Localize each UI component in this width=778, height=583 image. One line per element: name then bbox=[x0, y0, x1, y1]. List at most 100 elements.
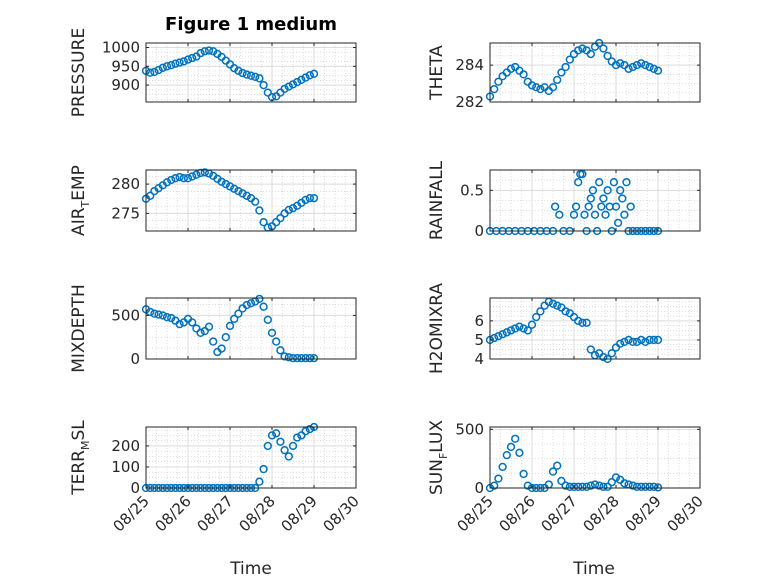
data-point bbox=[234, 309, 243, 318]
data-point bbox=[628, 337, 637, 346]
data-point bbox=[288, 80, 298, 89]
data-point bbox=[611, 60, 621, 70]
data-point bbox=[523, 481, 532, 490]
y-axis-label: PRESSURE bbox=[69, 28, 89, 117]
subplot-4: 0 500 MIXDEPTH bbox=[69, 284, 357, 373]
data-point bbox=[506, 326, 516, 335]
data-point bbox=[225, 321, 235, 331]
data-point bbox=[162, 178, 172, 187]
data-point bbox=[175, 172, 184, 182]
data-point bbox=[192, 170, 201, 179]
data-point bbox=[267, 431, 277, 440]
data-point bbox=[561, 62, 570, 72]
data-point bbox=[301, 427, 310, 436]
subplot-3: 0 0.5 RAINFALL bbox=[427, 160, 701, 240]
data-point bbox=[293, 77, 302, 87]
data-point bbox=[502, 451, 511, 460]
axes-box bbox=[489, 297, 701, 360]
data-point bbox=[641, 482, 650, 491]
data-point bbox=[561, 481, 570, 490]
data-point bbox=[550, 202, 560, 211]
data-point bbox=[553, 461, 562, 470]
data-point bbox=[527, 81, 537, 90]
data-point bbox=[616, 59, 625, 68]
data-point bbox=[167, 175, 176, 185]
data-point bbox=[242, 300, 251, 310]
data-point bbox=[150, 67, 159, 77]
data-point bbox=[288, 203, 298, 213]
data-point bbox=[490, 481, 499, 490]
data-point bbox=[599, 194, 608, 203]
data-point bbox=[586, 481, 595, 490]
data-point bbox=[498, 330, 507, 339]
data-point bbox=[221, 179, 230, 189]
data-point bbox=[221, 56, 230, 65]
data-point bbox=[632, 60, 642, 70]
data-point bbox=[498, 462, 507, 472]
data-point bbox=[649, 335, 658, 345]
data-point bbox=[641, 60, 650, 70]
data-point bbox=[158, 63, 167, 72]
data-point bbox=[536, 307, 545, 316]
figure-title: Figure 1 medium bbox=[165, 14, 337, 35]
data-point bbox=[595, 349, 604, 358]
data-point bbox=[263, 315, 272, 324]
data-point bbox=[204, 46, 214, 55]
data-point bbox=[616, 186, 625, 195]
y-tick-label: 200 bbox=[111, 437, 140, 455]
x-axis-label-right: Time bbox=[572, 559, 615, 579]
data-point bbox=[574, 316, 583, 326]
data-point bbox=[217, 344, 226, 353]
data-point bbox=[276, 213, 285, 223]
data-point bbox=[519, 469, 528, 479]
data-point bbox=[582, 482, 591, 491]
data-point bbox=[183, 55, 193, 64]
y-tick-label: 0.5 bbox=[460, 181, 484, 199]
data-point bbox=[263, 441, 272, 451]
data-point bbox=[595, 481, 604, 490]
data-point bbox=[603, 51, 612, 61]
x-tick-label: 08/27 bbox=[538, 492, 581, 535]
data-point bbox=[649, 64, 658, 73]
data-point bbox=[626, 202, 635, 211]
x-tick-label: 08/29 bbox=[622, 492, 665, 535]
data-point bbox=[259, 302, 268, 311]
x-tick-label: 08/30 bbox=[664, 492, 707, 535]
data-point bbox=[490, 84, 499, 94]
data-point bbox=[557, 68, 566, 77]
data-point bbox=[511, 434, 520, 443]
axes-box bbox=[145, 42, 357, 103]
data-point bbox=[246, 71, 256, 80]
data-point bbox=[601, 210, 610, 219]
data-point bbox=[511, 324, 520, 333]
data-point bbox=[305, 71, 314, 80]
data-point bbox=[599, 44, 608, 53]
data-point bbox=[506, 442, 516, 452]
y-tick-label: 1000 bbox=[102, 39, 140, 57]
data-point bbox=[309, 353, 319, 363]
data-point bbox=[196, 328, 205, 338]
y-axis-label: SUNFLUX bbox=[427, 420, 450, 495]
data-point bbox=[230, 314, 239, 324]
data-point bbox=[603, 482, 612, 491]
data-point bbox=[494, 77, 503, 86]
data-point bbox=[565, 55, 574, 64]
data-point bbox=[645, 335, 654, 345]
data-point bbox=[255, 206, 264, 215]
data-point bbox=[515, 322, 524, 331]
data-point bbox=[494, 474, 503, 483]
data-point bbox=[255, 477, 264, 486]
data-point bbox=[162, 62, 172, 71]
data-point bbox=[649, 482, 658, 491]
data-point bbox=[519, 70, 528, 79]
data-point bbox=[506, 64, 516, 73]
data-point bbox=[188, 318, 197, 327]
data-point bbox=[200, 168, 209, 177]
data-point bbox=[609, 178, 619, 187]
data-point bbox=[167, 61, 176, 70]
data-point bbox=[301, 195, 310, 205]
data-point bbox=[246, 299, 256, 308]
y-tick-label: 275 bbox=[111, 204, 140, 222]
